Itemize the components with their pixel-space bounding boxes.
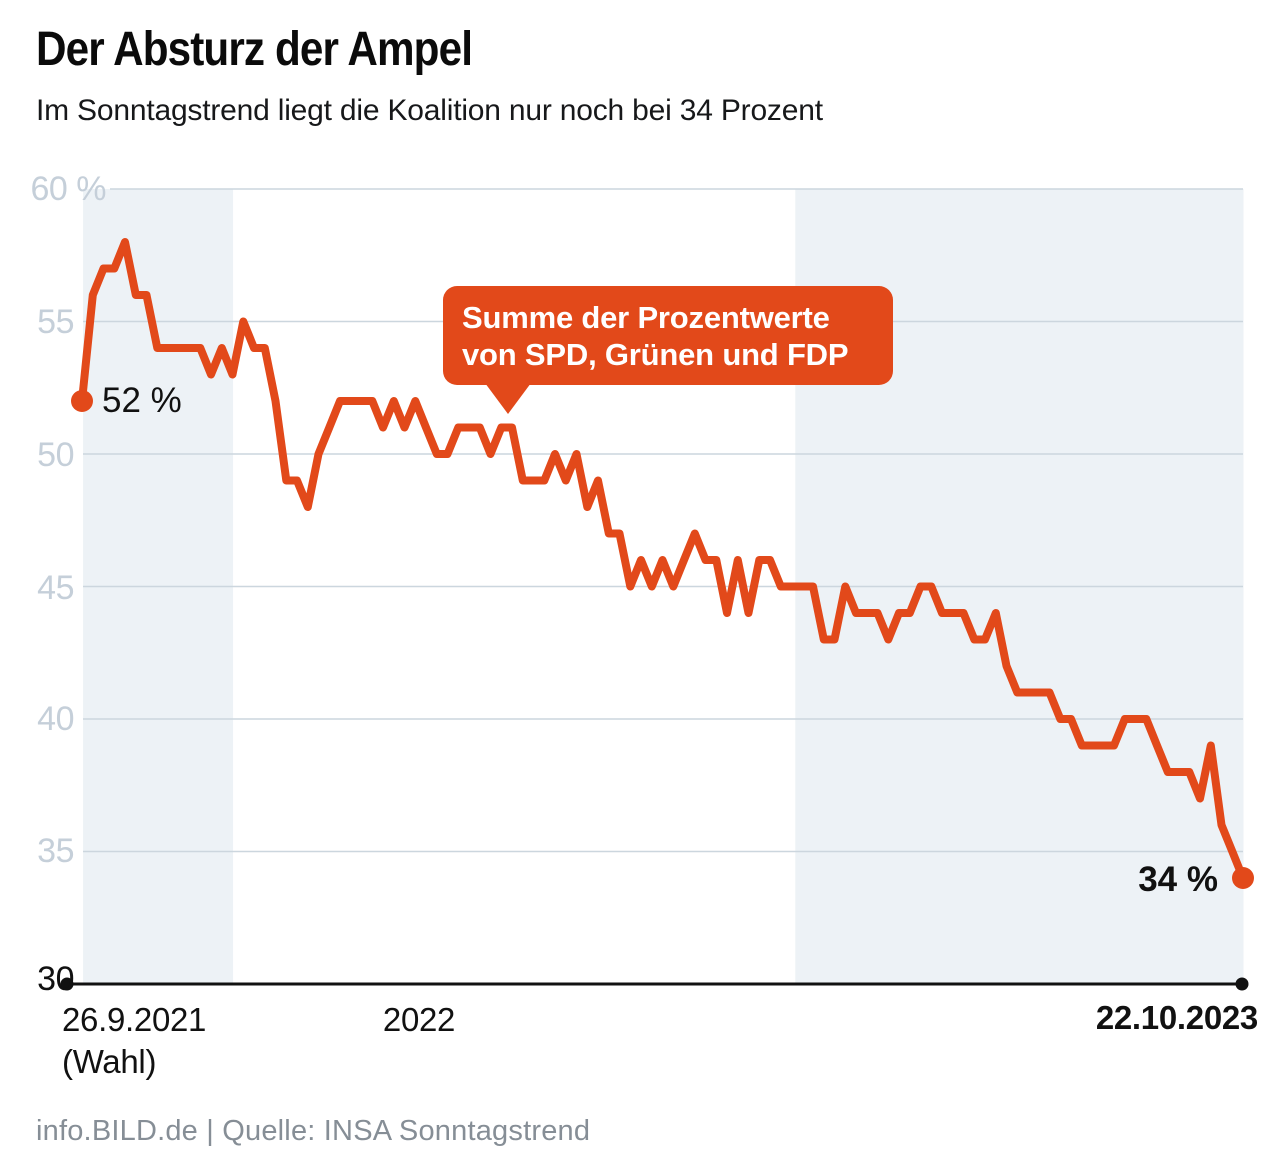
annotation-line-1: Summe der Prozentwerte [462,300,830,335]
trend-line [78,238,1247,882]
x-tick-end-date: 22.10.2023 [1095,999,1258,1036]
annotation-line-2: von SPD, Grünen und FDP [462,337,849,372]
end-value-label: 34 % [1138,860,1218,899]
y-tick-50: 50 [37,436,74,474]
page-subtitle: Im Sonntagstrend liegt die Koalition nur… [36,94,823,127]
x-tick-2022: 2022 [382,1001,456,1038]
y-tick-45: 45 [37,569,74,607]
source-credit: info.BILD.de | Quelle: INSA Sonntagstren… [36,1115,591,1147]
x-tick-election-note: (Wahl) [62,1043,157,1080]
y-tick-60: 60 % [30,170,107,208]
start-value-label: 52 % [102,381,182,420]
annotation-callout: Summe der Prozentwerte von SPD, Grünen u… [443,286,893,414]
start-point-marker [71,390,93,412]
y-tick-30: 30 [37,960,74,998]
y-tick-40: 40 [37,700,74,738]
x-tick-election-date: 26.9.2021 [62,1001,207,1038]
end-point-marker [1232,867,1254,889]
page-title: Der Absturz der Ampel [36,23,473,76]
annotation-pointer [485,383,531,414]
y-tick-55: 55 [37,303,74,341]
y-tick-35: 35 [37,832,74,870]
x-axis-start-dot [60,977,74,991]
x-axis-end-dot [1235,977,1249,991]
